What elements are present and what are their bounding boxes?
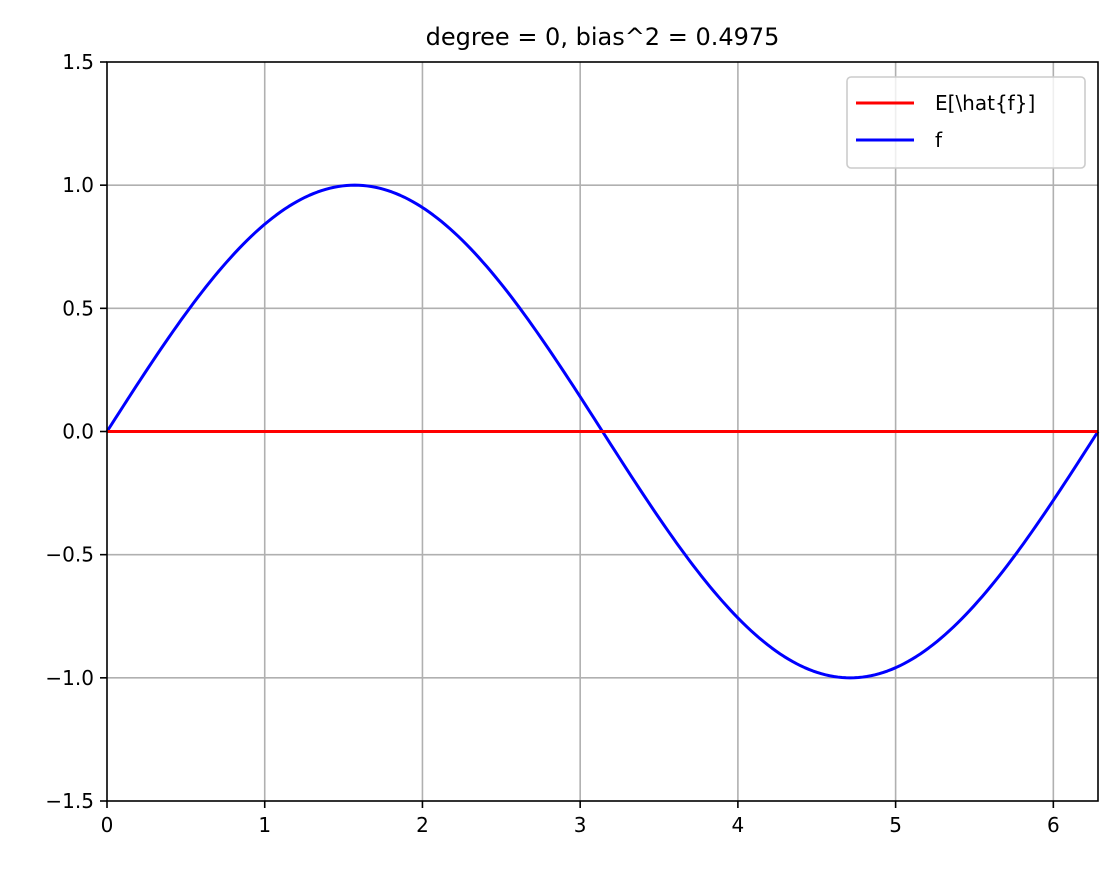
legend-label: E[\hat{f}] (935, 91, 1035, 115)
y-tick-label: 0.5 (62, 296, 94, 320)
y-tick-label: −1.5 (45, 789, 94, 813)
x-tick-label: 3 (574, 813, 587, 837)
x-tick-label: 5 (889, 813, 902, 837)
y-tick-label: −1.0 (45, 666, 94, 690)
y-tick-label: 1.5 (62, 50, 94, 74)
series-layer (105, 183, 1100, 680)
y-tick-label: 0.0 (62, 420, 94, 444)
x-tick-label: 2 (416, 813, 429, 837)
legend-box (846, 76, 1086, 169)
x-tick-label: 6 (1047, 813, 1060, 837)
x-tick-label: 1 (258, 813, 271, 837)
legend: E[\hat{f}] f (846, 76, 1086, 169)
x-tick-label: 0 (101, 813, 114, 837)
y-tick-label: −0.5 (45, 543, 94, 567)
legend-label: f (935, 128, 943, 152)
axes-layer: 0 1 2 3 4 5 6 −1.5 −1.0 −0.5 0.0 0.5 1.0 1.5 (45, 50, 1099, 837)
y-tick-label: 1.0 (62, 173, 94, 197)
x-tick-label: 4 (732, 813, 745, 837)
chart-title: degree = 0, bias^2 = 0.4975 (426, 23, 780, 51)
